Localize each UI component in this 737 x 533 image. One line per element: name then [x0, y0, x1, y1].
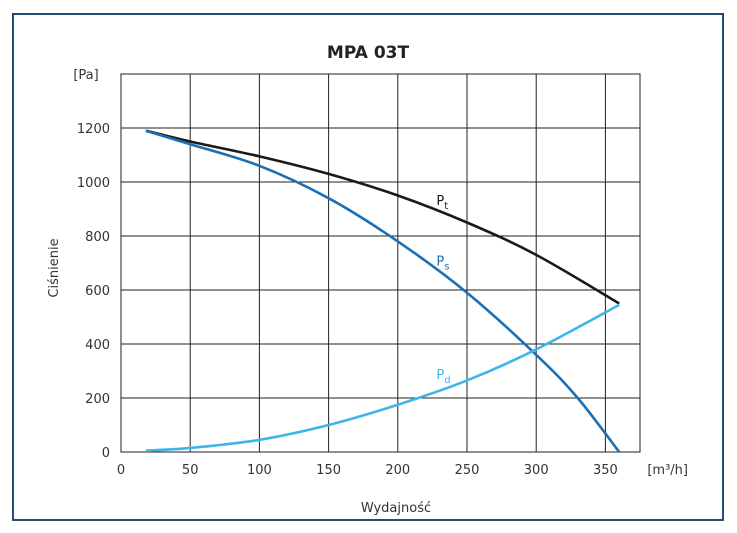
x-tick-label: 150 — [316, 463, 341, 478]
series-label-pd: Pd — [436, 368, 450, 386]
y-tick-label: 600 — [85, 284, 110, 299]
x-tick-label: 50 — [182, 463, 199, 478]
series-label-pt: Pt — [436, 194, 448, 212]
chart-frame — [12, 13, 724, 521]
series-line-pt — [145, 129, 620, 305]
x-tick-label: 250 — [455, 463, 480, 478]
plot-area — [120, 73, 641, 453]
y-tick-label: 400 — [85, 338, 110, 353]
series-line-ps — [145, 129, 621, 453]
x-tick-label: 0 — [117, 463, 125, 478]
x-unit-label: [m³/h] — [647, 463, 688, 478]
x-tick-label: 200 — [385, 463, 410, 478]
grid — [120, 73, 641, 453]
tick-labels: 0 50 100 150 200 250 300 350 0 200 400 600 800 1000 12… — [77, 122, 618, 478]
y-unit-label: [Pa] — [73, 68, 98, 83]
y-tick-label: 1000 — [77, 176, 110, 191]
y-tick-label: 800 — [85, 230, 110, 245]
chart-title: MPA 03T — [327, 43, 410, 63]
y-axis-label: Ciśnienie — [47, 238, 62, 297]
x-tick-label: 300 — [524, 463, 549, 478]
y-tick-label: 200 — [85, 392, 110, 407]
x-tick-label: 350 — [593, 463, 618, 478]
y-tick-label: 0 — [102, 446, 110, 461]
x-axis-label: Wydajność — [361, 501, 431, 516]
series-line-pd — [145, 303, 620, 452]
y-tick-label: 1200 — [77, 122, 110, 137]
x-tick-label: 100 — [247, 463, 272, 478]
